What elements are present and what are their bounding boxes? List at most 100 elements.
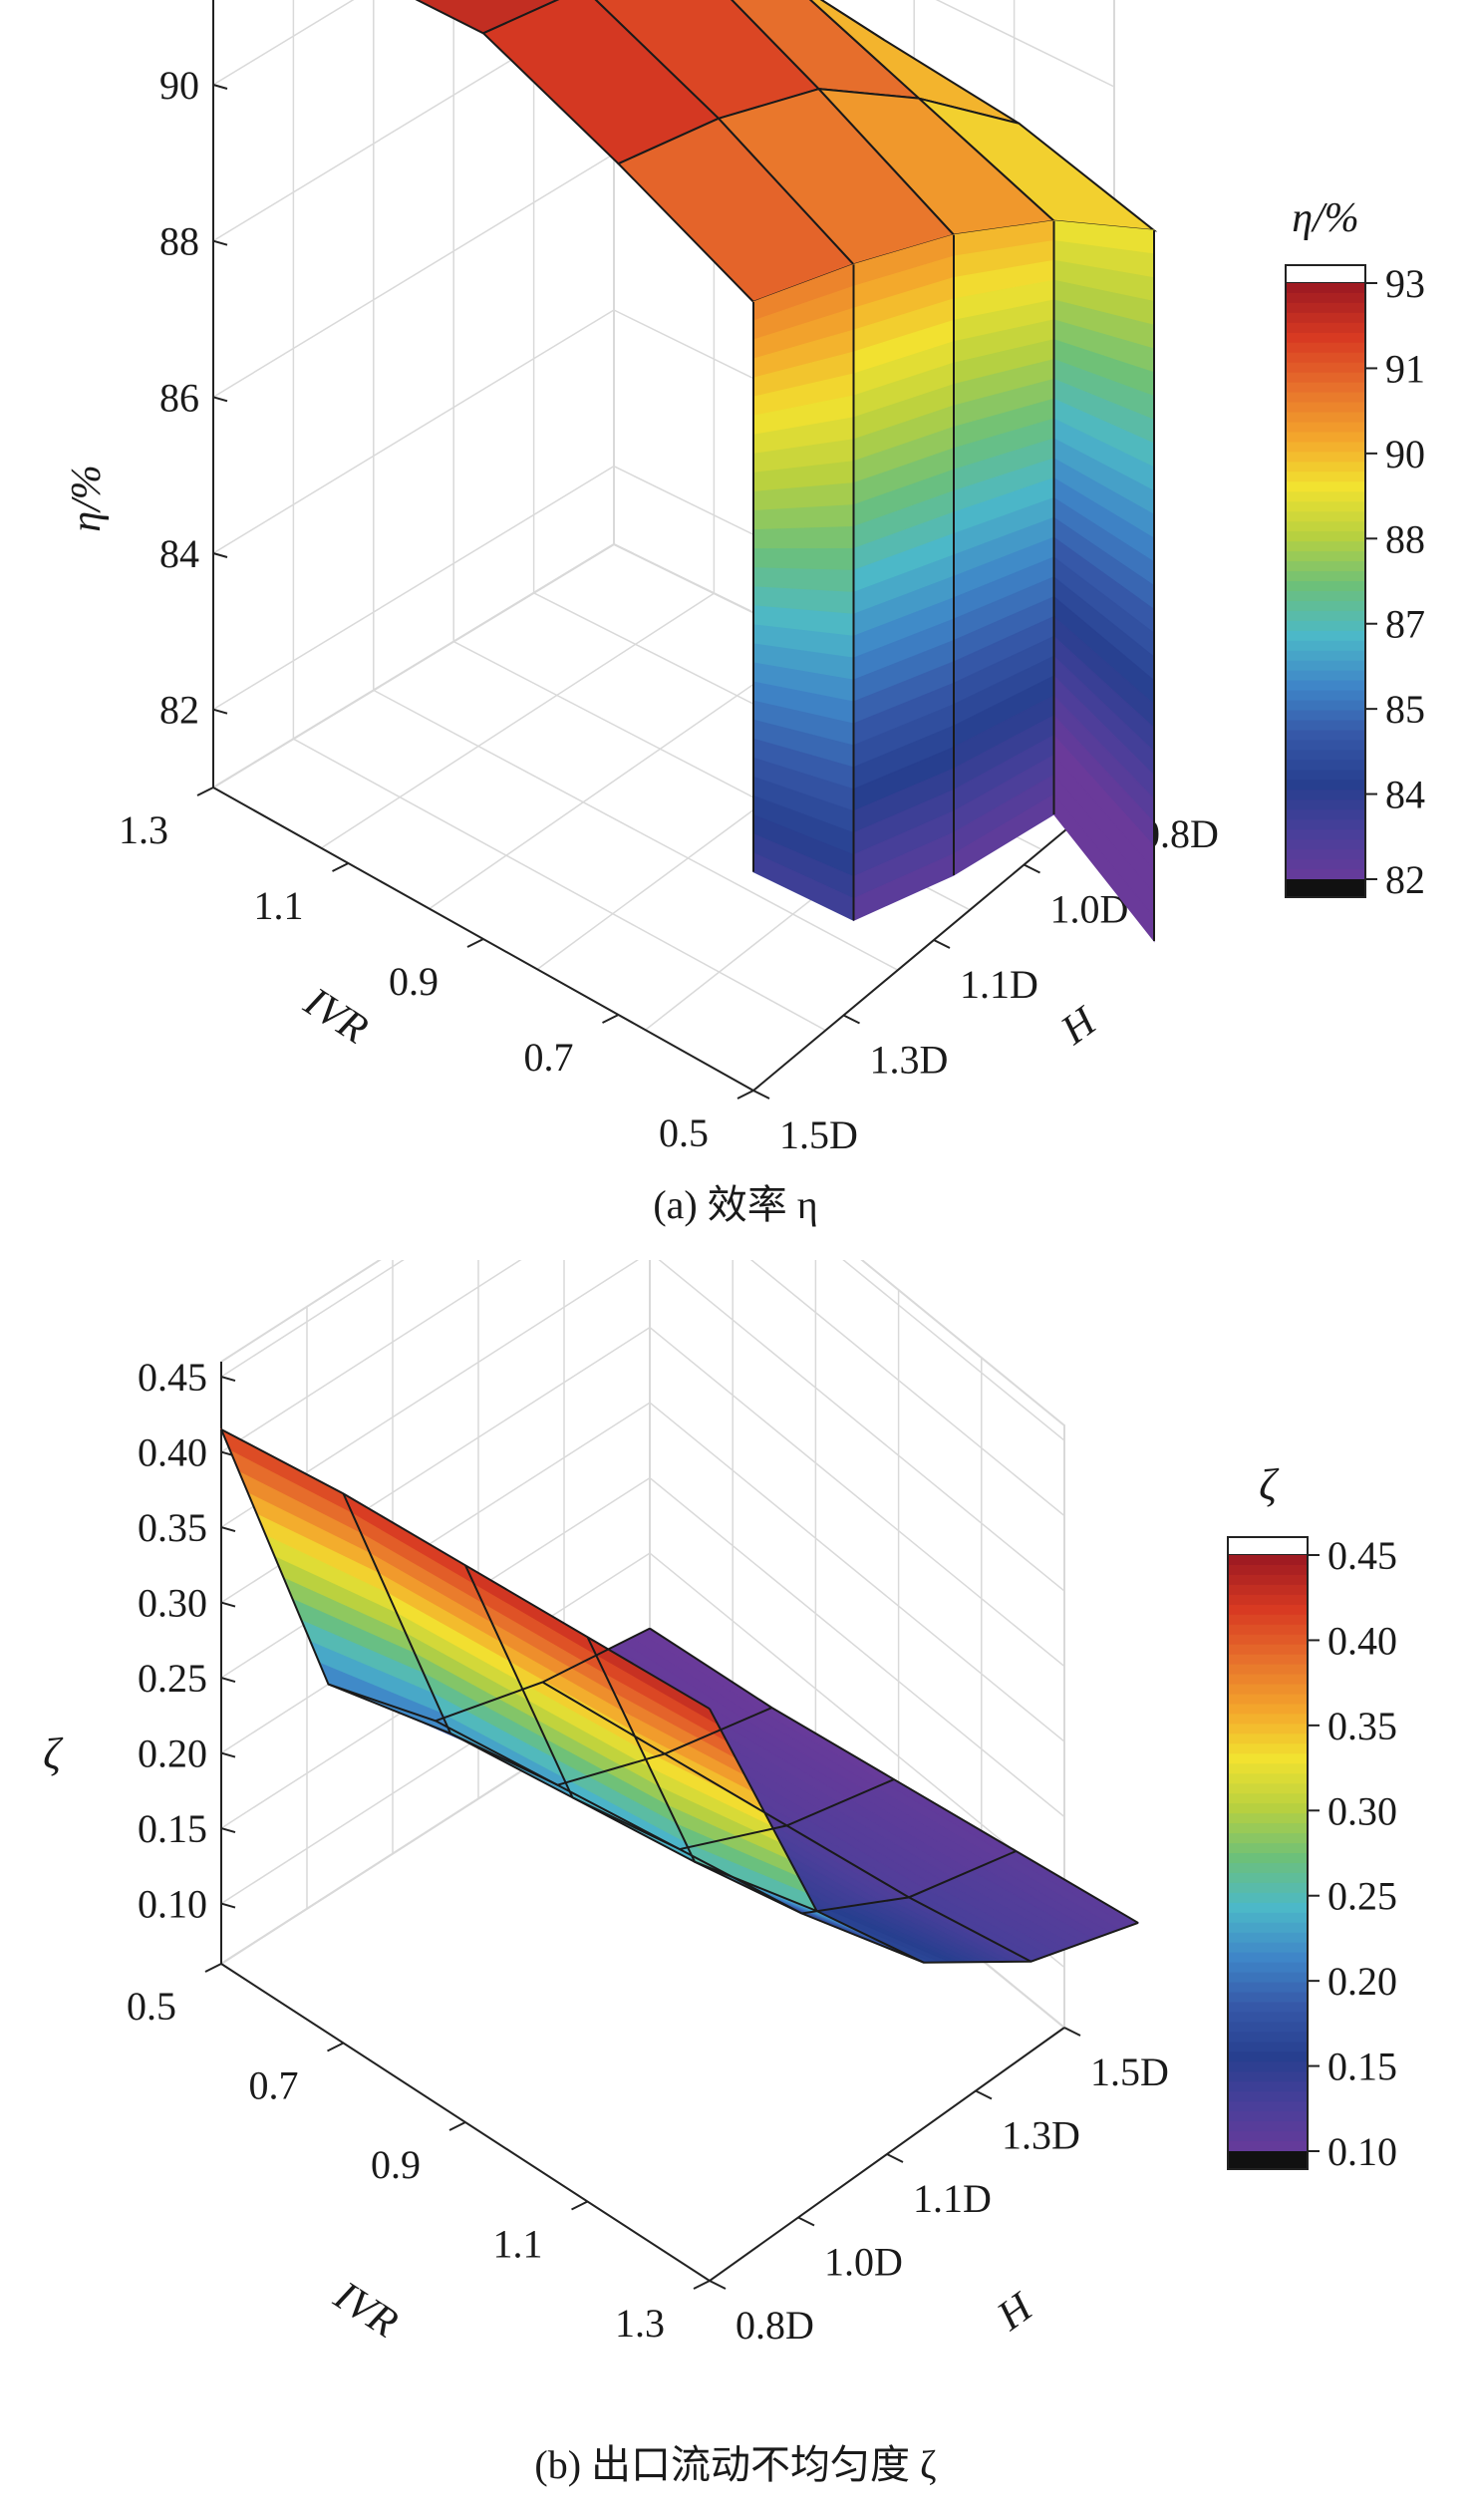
z-tick-label: 0.40 [138, 1430, 207, 1475]
colorbar-band [1286, 760, 1365, 772]
colorbar-band [1228, 1574, 1308, 1586]
surface-efficiency [415, 0, 1158, 943]
colorbar-band [1286, 292, 1365, 304]
colorbar-band [1228, 1584, 1308, 1596]
ivr-tick [602, 1014, 619, 1024]
colorbar-band [1286, 392, 1365, 404]
colorbar-band [1286, 600, 1365, 612]
colorbar-band [1228, 1664, 1308, 1676]
ivr-tick-label: 1.1 [493, 2222, 543, 2267]
colorbar-band [1286, 352, 1365, 364]
colorbar-band [1286, 362, 1365, 374]
colorbar-band [1286, 462, 1365, 473]
z-tick [212, 396, 228, 403]
colorbar-band [1228, 1803, 1308, 1815]
chart-nonuniformity: 0.10 0.15 0.20 0.25 0.30 0.35 0.40 0.45 ζ 0.5 0.7 0… [43, 1260, 1397, 2348]
colorbar-band [1228, 1942, 1308, 1954]
colorbar-band [1286, 770, 1365, 782]
colorbar-band [1286, 312, 1365, 324]
h-axis-label: H [1052, 997, 1107, 1054]
ivr-tick-label: 1.3 [615, 2301, 665, 2346]
colorbar-band [1228, 1972, 1308, 1984]
colorbar-tick-label: 93 [1385, 261, 1425, 306]
colorbar-band [1286, 481, 1365, 493]
gridline-floor [429, 641, 815, 910]
gridline-floor [320, 592, 715, 849]
colorbar-band [1286, 422, 1365, 434]
colorbar-band [1286, 680, 1365, 692]
z-tick-label: 0.45 [138, 1355, 207, 1400]
colorbar-band [1228, 1783, 1308, 1795]
colorbar-band [1228, 1793, 1308, 1805]
colorbar-band [1228, 1853, 1308, 1864]
colorbar-tick-label: 84 [1385, 773, 1425, 817]
colorbar-tick-label: 0.25 [1327, 1874, 1397, 1919]
colorbar-band [1228, 1763, 1308, 1775]
z-tick [212, 84, 228, 90]
surface-mesh-line [541, 1681, 1031, 1963]
back-wall [212, 0, 615, 789]
h-tick [933, 939, 951, 949]
colorbar-band [1228, 2051, 1308, 2063]
z-tick-label: 86 [159, 375, 199, 420]
colorbar-band [1286, 511, 1365, 523]
colorbar-band [1228, 1555, 1308, 1566]
h-tick [752, 1090, 770, 1100]
z-tick [220, 1902, 236, 1909]
gridline-side [842, 1260, 1065, 1441]
h-tick-label: 0.8D [736, 2303, 814, 2348]
ivr-tick [332, 862, 349, 872]
colorbar-band [1286, 610, 1365, 622]
colorbar-band [1228, 2022, 1308, 2034]
colorbar-band [1228, 1654, 1308, 1666]
colorbar-band [1286, 372, 1365, 384]
surface-mesh-line [435, 1720, 925, 1964]
colorbar-band [1228, 1604, 1308, 1616]
colorbar-top-cap [1285, 264, 1366, 284]
colorbar-band [1286, 690, 1365, 702]
z-tick-label: 0.25 [138, 1656, 207, 1701]
colorbar-band [1228, 1564, 1308, 1576]
colorbar-band [1286, 710, 1365, 722]
colorbar-band [1228, 2131, 1308, 2143]
colorbar-band [1286, 650, 1365, 662]
colorbar-band [1228, 1833, 1308, 1845]
colorbar-band [1286, 412, 1365, 424]
ivr-tick-label: 1.1 [254, 883, 304, 928]
colorbar-band [1286, 660, 1365, 672]
h-tick-label: 1.1D [960, 962, 1038, 1007]
colorbar-band [1228, 1992, 1308, 2004]
colorbar-band [1286, 432, 1365, 444]
ivr-tick [466, 938, 484, 948]
colorbar-band [1228, 1882, 1308, 1894]
gridline-side [749, 1260, 1065, 1517]
z-tick-label: 0.10 [138, 1882, 207, 1927]
colorbar-band [1228, 1624, 1308, 1636]
colorbar-band [1286, 670, 1365, 682]
colorbar-band [1228, 1773, 1308, 1785]
colorbar-band [1286, 780, 1365, 791]
colorbar-band [1228, 1714, 1308, 1726]
colorbar-band [1286, 809, 1365, 821]
colorbar-band [1228, 1733, 1308, 1745]
colorbar-band [1228, 2081, 1308, 2093]
colorbar-band [1228, 1753, 1308, 1765]
gridline-back [212, 153, 615, 398]
ivr-axis-label: IVR [295, 978, 376, 1053]
z-tick-label: 0.15 [138, 1806, 207, 1851]
z-tick-label: 0.30 [138, 1581, 207, 1626]
colorbar-band [1228, 1684, 1308, 1696]
ivr-tick [327, 2042, 344, 2052]
colorbar-band [1228, 1962, 1308, 1974]
h-tick [886, 2153, 904, 2163]
colorbar-band [1286, 740, 1365, 752]
colorbar-band [1286, 720, 1365, 732]
h-tick-label: 1.0D [1050, 887, 1129, 932]
colorbar-band [1228, 1862, 1308, 1874]
colorbar-band [1286, 402, 1365, 414]
colorbar-band [1228, 1634, 1308, 1646]
colorbar-tick-label: 0.15 [1327, 2045, 1397, 2089]
ivr-tick [693, 2280, 711, 2290]
z-tick [220, 1677, 236, 1684]
h-tick-label: 1.0D [824, 2240, 903, 2285]
